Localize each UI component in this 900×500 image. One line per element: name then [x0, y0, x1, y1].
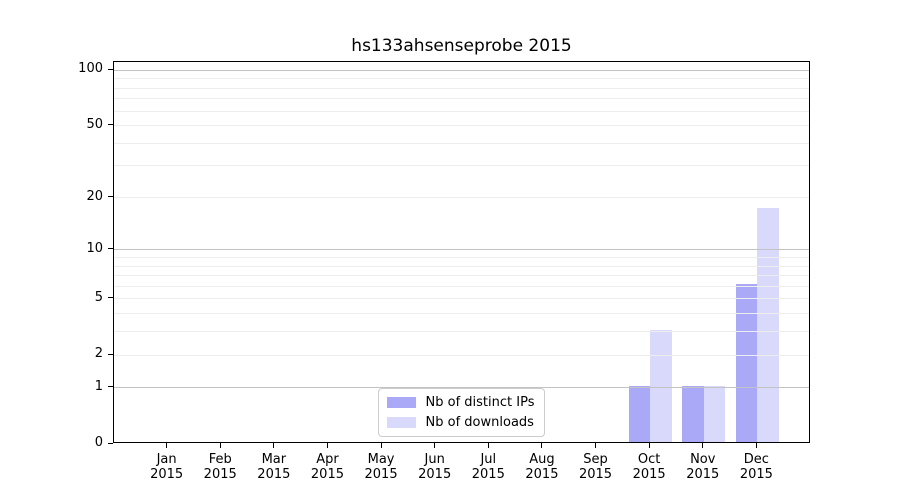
x-tick-label: Feb 2015: [203, 452, 237, 482]
x-tick-mark: [326, 443, 328, 448]
legend-swatch-distinct-ips: [386, 397, 416, 408]
y-tick-mark: [108, 442, 113, 444]
x-tick-mark: [380, 443, 382, 448]
y-tick-label: 1: [94, 378, 103, 394]
y-tick-mark: [108, 386, 113, 388]
x-tick-mark: [487, 443, 489, 448]
x-tick-label: Jun 2015: [418, 452, 452, 482]
x-tick-label: Nov 2015: [686, 452, 720, 482]
x-tick-mark: [702, 443, 704, 448]
x-tick-label: Oct 2015: [632, 452, 666, 482]
legend-swatch-downloads: [386, 417, 416, 428]
y-tick-mark: [108, 196, 113, 198]
bar-distinct-ips: [682, 385, 704, 442]
y-tick-label: 100: [78, 61, 103, 77]
legend-label-downloads: Nb of downloads: [425, 415, 534, 430]
x-tick-label: Aug 2015: [525, 452, 559, 482]
bar-downloads: [703, 385, 726, 442]
y-tick-mark: [108, 124, 113, 126]
x-tick-mark: [595, 443, 597, 448]
y-tick-label: 10: [86, 240, 103, 256]
legend-item-distinct-ips: Nb of distinct IPs: [386, 395, 535, 410]
y-tick-mark: [108, 353, 113, 355]
bar-distinct-ips: [628, 385, 651, 442]
bar-downloads: [757, 208, 779, 442]
y-tick-label: 50: [86, 116, 103, 132]
x-tick-label: Jan 2015: [150, 452, 184, 482]
legend-label-distinct-ips: Nb of distinct IPs: [425, 395, 535, 410]
bar-distinct-ips: [735, 284, 758, 442]
plot-area: Nb of distinct IPs Nb of downloads: [113, 61, 810, 443]
y-tick-label: 5: [94, 289, 103, 305]
legend-item-downloads: Nb of downloads: [386, 415, 535, 430]
chart-title: hs133ahsenseprobe 2015: [351, 36, 572, 56]
x-tick-mark: [434, 443, 436, 448]
x-tick-mark: [273, 443, 275, 448]
x-tick-mark: [648, 443, 650, 448]
y-tick-label: 0: [94, 435, 103, 450]
y-tick-mark: [108, 297, 113, 299]
x-tick-label: Dec 2015: [739, 452, 773, 482]
bar-layer: [114, 62, 809, 442]
y-tick-label: 20: [86, 188, 103, 204]
x-tick-label: Apr 2015: [310, 452, 344, 482]
x-tick-label: Sep 2015: [578, 452, 613, 482]
x-tick-label: May 2015: [364, 452, 398, 482]
x-tick-label: Jul 2015: [471, 452, 505, 482]
y-tick-mark: [108, 248, 113, 250]
x-tick-mark: [755, 443, 757, 448]
y-tick-label: 2: [94, 346, 103, 362]
x-tick-mark: [541, 443, 543, 448]
x-tick-label: Mar 2015: [257, 452, 291, 482]
x-tick-mark: [219, 443, 221, 448]
y-tick-mark: [108, 68, 113, 70]
bar-downloads: [650, 329, 672, 442]
x-tick-mark: [166, 443, 168, 448]
legend: Nb of distinct IPs Nb of downloads: [377, 388, 546, 437]
